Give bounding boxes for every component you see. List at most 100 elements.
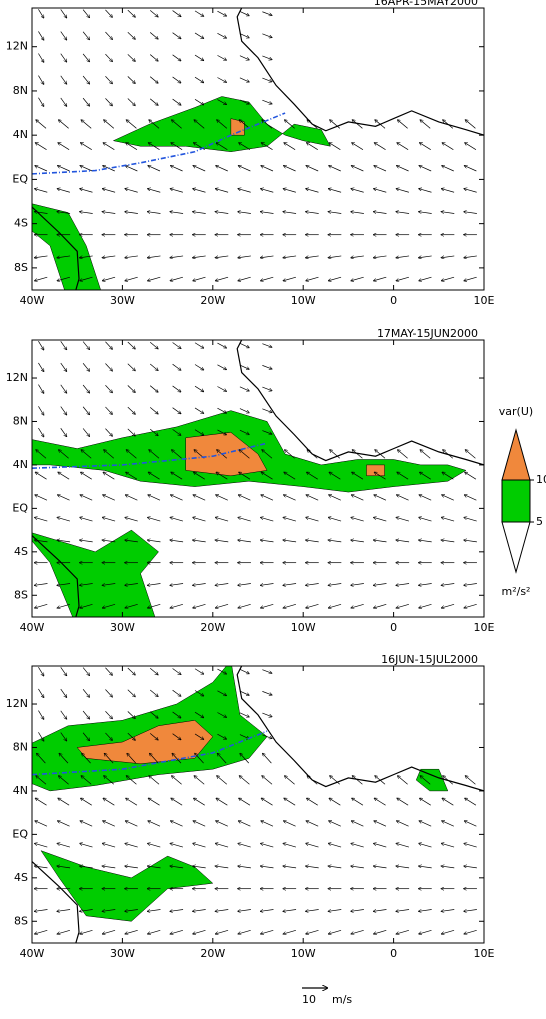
wind-vector — [60, 428, 67, 436]
wind-vector — [261, 821, 274, 827]
wind-vector — [329, 930, 342, 934]
wind-vector — [215, 212, 229, 214]
wind-vector — [105, 689, 112, 696]
wind-vector — [285, 120, 295, 129]
variance-5 — [32, 529, 159, 617]
wind-vector — [419, 540, 432, 543]
wind-vector — [375, 143, 386, 150]
wind-vector — [262, 669, 271, 674]
trough-line — [32, 730, 268, 776]
wind-vector — [126, 798, 138, 806]
wind-vector — [216, 821, 228, 827]
x-tick-label: 10W — [291, 947, 316, 960]
wind-vector — [38, 9, 43, 18]
wind-vector — [374, 517, 387, 522]
wind-vector — [464, 212, 477, 214]
wind-vector — [351, 909, 364, 912]
wind-vector — [38, 362, 43, 372]
wind-vector — [216, 604, 229, 608]
wind-vector — [80, 166, 93, 172]
wind-vector — [306, 821, 319, 827]
wind-vector — [262, 450, 273, 459]
y-tick-label: 12N — [6, 40, 28, 53]
wind-vector — [238, 583, 251, 586]
wind-vector — [81, 120, 92, 129]
wind-vector — [82, 97, 89, 106]
wind-vector — [443, 120, 454, 129]
wind-vector — [329, 821, 341, 827]
wind-vector — [239, 408, 249, 413]
wind-vector — [239, 429, 249, 434]
south-america-coast — [32, 206, 80, 290]
wind-vector — [60, 97, 67, 106]
wind-vector — [125, 930, 138, 934]
wind-vector — [38, 688, 43, 698]
wind-vector — [217, 342, 226, 348]
wind-vector — [239, 821, 251, 827]
wind-vector — [217, 668, 226, 674]
wind-vector — [127, 711, 135, 718]
y-tick-label: 8S — [14, 588, 28, 601]
wind-vector — [239, 77, 249, 82]
wind-vector — [38, 427, 43, 437]
wind-vector — [57, 189, 70, 193]
wind-vector — [148, 843, 161, 848]
wind-vector — [126, 450, 137, 459]
wind-vector — [60, 667, 67, 675]
wind-vector — [419, 821, 432, 827]
wind-vector — [374, 255, 387, 258]
wind-vector — [38, 710, 43, 720]
wind-vector — [261, 255, 274, 258]
wind-vector — [148, 540, 161, 543]
wind-vector — [105, 31, 112, 39]
wind-vector — [193, 604, 206, 608]
wind-vector — [57, 255, 71, 258]
wind-vector — [351, 517, 364, 522]
wind-vector — [172, 54, 181, 61]
wind-vector — [398, 776, 408, 785]
wind-vector — [216, 517, 229, 522]
wind-vector — [80, 604, 93, 608]
wind-vector — [420, 120, 431, 129]
wind-vector — [442, 821, 454, 827]
wind-vector — [58, 166, 70, 172]
wind-vector — [306, 189, 319, 193]
wind-vector — [170, 930, 183, 934]
wind-vector — [329, 798, 341, 806]
wind-vector — [397, 143, 409, 150]
variance-10 — [366, 464, 385, 477]
map-panel — [32, 8, 484, 290]
wind-vector — [149, 711, 158, 718]
wind-vector — [80, 821, 93, 827]
wind-vector — [149, 428, 158, 435]
wind-vector — [217, 120, 228, 129]
wind-vector — [215, 909, 229, 912]
wind-vector — [239, 99, 249, 104]
wind-vector — [35, 909, 48, 912]
wind-vector — [105, 428, 112, 436]
panel-title: 16JUN-15JUL2000 — [381, 653, 478, 666]
wind-vector — [396, 909, 410, 912]
wind-vector — [38, 53, 43, 63]
x-tick-label: 30W — [110, 621, 135, 634]
wind-vector — [238, 189, 251, 193]
wind-vector — [82, 428, 89, 436]
wind-vector — [127, 667, 135, 675]
wind-vector — [464, 930, 477, 934]
wind-vector — [262, 734, 271, 739]
wind-vector — [374, 909, 387, 912]
wind-vector — [419, 212, 432, 214]
wind-vector — [239, 712, 249, 717]
wind-vector — [397, 821, 409, 827]
wind-vector — [148, 866, 161, 869]
wind-vector — [38, 732, 43, 741]
wind-vector — [261, 517, 274, 522]
wind-vector — [239, 343, 249, 347]
wind-vector — [127, 341, 135, 349]
wind-vector — [239, 33, 249, 38]
wind-vector — [38, 666, 43, 676]
panel-title: 17MAY-15JUN2000 — [377, 327, 478, 340]
x-tick-label: 10E — [474, 294, 495, 307]
wind-vector — [262, 386, 271, 391]
wind-vector — [284, 798, 296, 806]
